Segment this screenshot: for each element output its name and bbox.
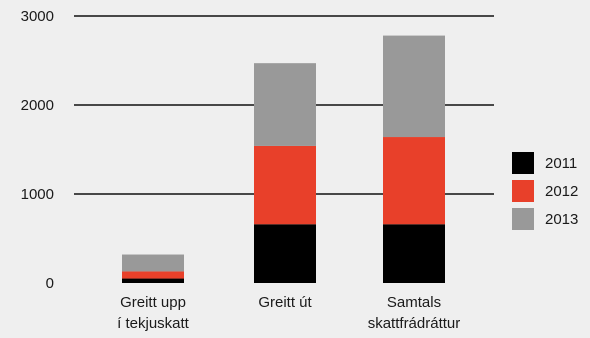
y-axis-ticks: 0 1000 2000 3000 <box>21 8 54 292</box>
x-category-label: Greitt upp <box>120 294 186 311</box>
bar-segment-2012-2 <box>254 145 316 225</box>
legend-swatch-2012 <box>512 180 534 202</box>
y-tick-label: 0 <box>46 275 54 292</box>
bar-segment-2012-1 <box>122 271 184 279</box>
bar-segment-2011-1 <box>122 278 184 283</box>
bars <box>122 35 445 283</box>
legend-swatch-2013 <box>512 208 534 230</box>
bar-segment-2011-2 <box>254 224 316 283</box>
legend-label-2012: 2012 <box>545 183 578 200</box>
x-category-label: Greitt út <box>258 294 312 311</box>
legend: 2011 2012 2013 <box>512 152 578 230</box>
legend-swatch-2011 <box>512 152 534 174</box>
bar-segment-2013-1 <box>122 254 184 272</box>
legend-label-2013: 2013 <box>545 211 578 228</box>
bar-segment-2013-3 <box>383 35 445 138</box>
x-axis-categories: Greitt upp í tekjuskatt Greitt út Samtals sk… <box>117 294 460 332</box>
y-tick-label: 2000 <box>21 97 54 114</box>
x-category-label: skattfrádráttur <box>368 315 461 332</box>
bar-segment-2011-3 <box>383 224 445 283</box>
legend-label-2011: 2011 <box>545 155 577 172</box>
y-tick-label: 1000 <box>21 186 54 203</box>
bar-segment-2013-2 <box>254 63 316 146</box>
y-tick-label: 3000 <box>21 8 54 25</box>
x-category-label: í tekjuskatt <box>117 315 190 332</box>
x-category-label: Samtals <box>387 294 441 311</box>
bar-segment-2012-3 <box>383 137 445 225</box>
